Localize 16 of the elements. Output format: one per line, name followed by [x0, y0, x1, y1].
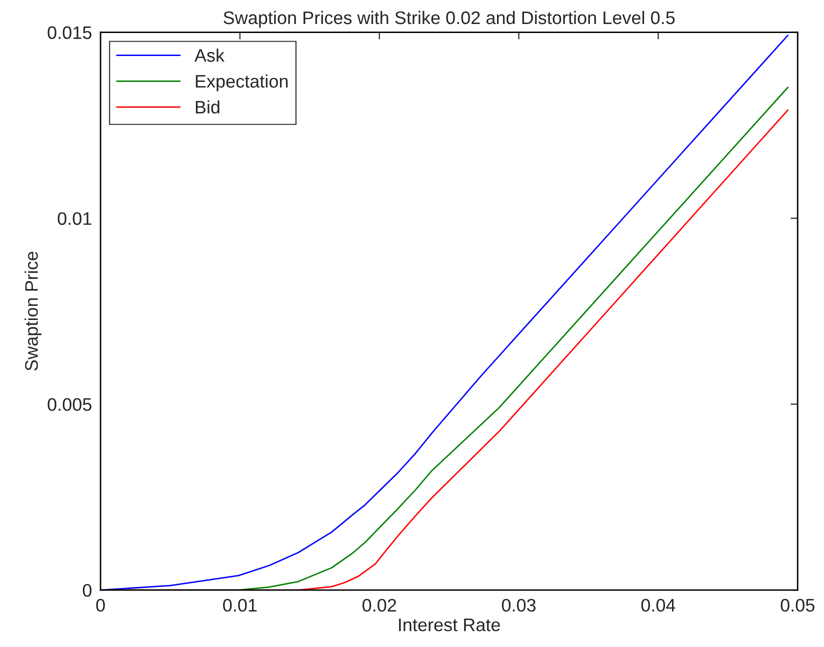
- legend-label: Bid: [196, 100, 220, 114]
- x-tick-label: 0.05: [780, 598, 814, 612]
- x-tick-label: 0.01: [223, 598, 257, 612]
- x-tick-label: 0: [96, 598, 105, 612]
- chart-title: Swaption Prices with Strike 0.02 and Distortion Level 0.5: [224, 10, 675, 28]
- y-tick-label: 0.01: [58, 212, 92, 225]
- y-axis-title: Swaption Price: [24, 252, 42, 371]
- y-tick-label: 0.015: [48, 26, 92, 40]
- x-tick-label: 0.02: [362, 598, 396, 612]
- legend-label: Expectation: [196, 74, 288, 92]
- x-tick-label: 0.03: [502, 598, 536, 612]
- x-tick-label: 0.04: [641, 598, 676, 612]
- legend-label: Ask: [194, 48, 225, 62]
- x-axis-title: Interest Rate: [399, 618, 500, 632]
- y-tick-label: 0.005: [48, 398, 92, 411]
- y-tick-label: 0: [82, 584, 92, 597]
